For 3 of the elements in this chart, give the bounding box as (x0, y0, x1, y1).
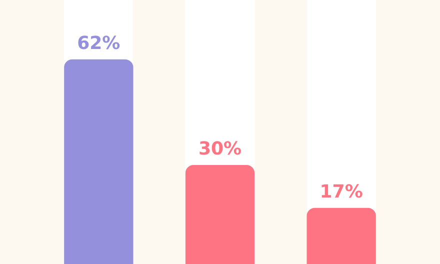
data-label: 17% (320, 182, 363, 203)
data-label: 62% (77, 33, 120, 54)
data-label: 30% (198, 138, 242, 160)
